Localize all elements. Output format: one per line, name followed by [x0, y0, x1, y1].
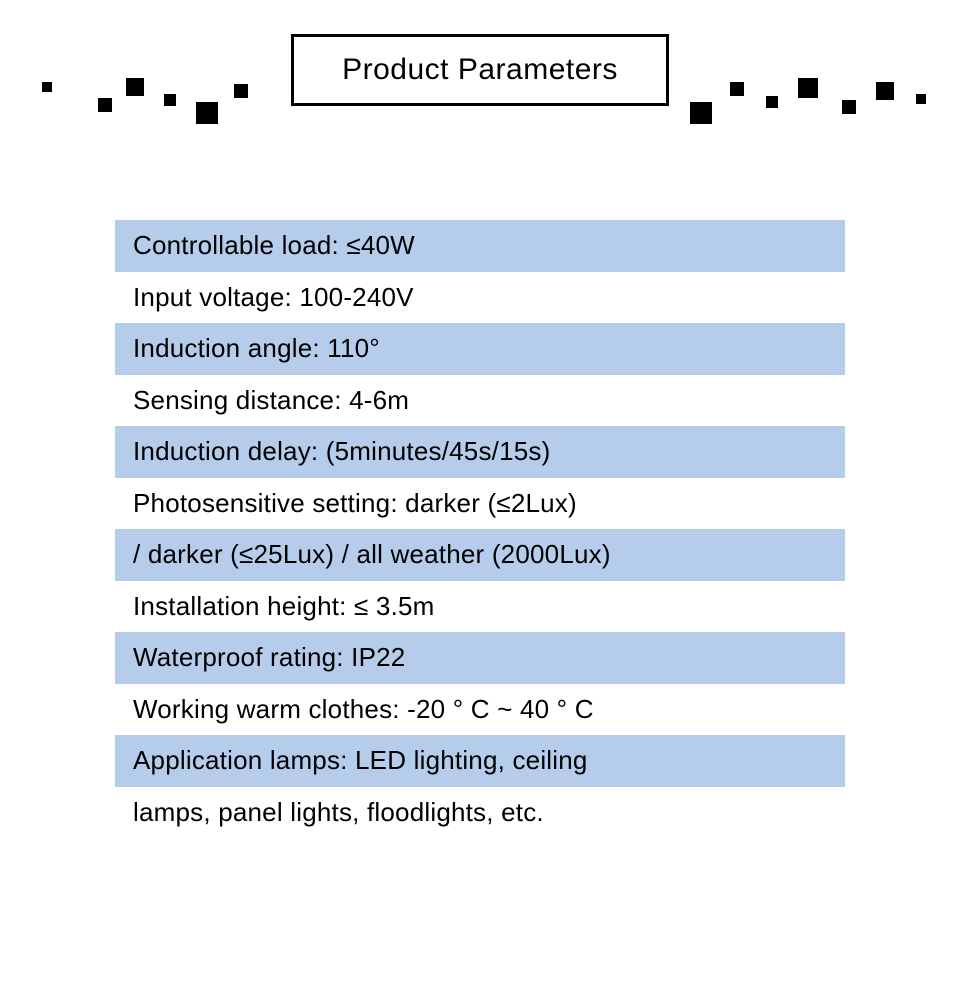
decoration-square: [234, 84, 248, 98]
page-title: Product Parameters: [342, 53, 618, 86]
title-box: Product Parameters: [291, 34, 669, 106]
spec-row: Photosensitive setting: darker (≤2Lux): [115, 478, 845, 530]
spec-row: Working warm clothes: -20 ° C ~ 40 ° C: [115, 684, 845, 736]
decoration-square: [42, 82, 52, 92]
spec-row: Installation height: ≤ 3.5m: [115, 581, 845, 633]
spec-row: Input voltage: 100-240V: [115, 272, 845, 324]
spec-row: / darker (≤25Lux) / all weather (2000Lux…: [115, 529, 845, 581]
decoration-square: [798, 78, 818, 98]
header-decoration: Product Parameters: [0, 0, 960, 140]
spec-row: Controllable load: ≤40W: [115, 220, 845, 272]
spec-row: Application lamps: LED lighting, ceiling: [115, 735, 845, 787]
spec-row: Induction angle: 110°: [115, 323, 845, 375]
decoration-square: [164, 94, 176, 106]
spec-row: Sensing distance: 4-6m: [115, 375, 845, 427]
spec-row: Waterproof rating: IP22: [115, 632, 845, 684]
decoration-square: [196, 102, 218, 124]
decoration-square: [730, 82, 744, 96]
spec-row: lamps, panel lights, floodlights, etc.: [115, 787, 845, 839]
decoration-square: [842, 100, 856, 114]
spec-list: Controllable load: ≤40WInput voltage: 10…: [115, 220, 845, 838]
decoration-square: [876, 82, 894, 100]
decoration-square: [916, 94, 926, 104]
decoration-square: [766, 96, 778, 108]
decoration-square: [126, 78, 144, 96]
spec-row: Induction delay: (5minutes/45s/15s): [115, 426, 845, 478]
decoration-square: [98, 98, 112, 112]
decoration-square: [690, 102, 712, 124]
